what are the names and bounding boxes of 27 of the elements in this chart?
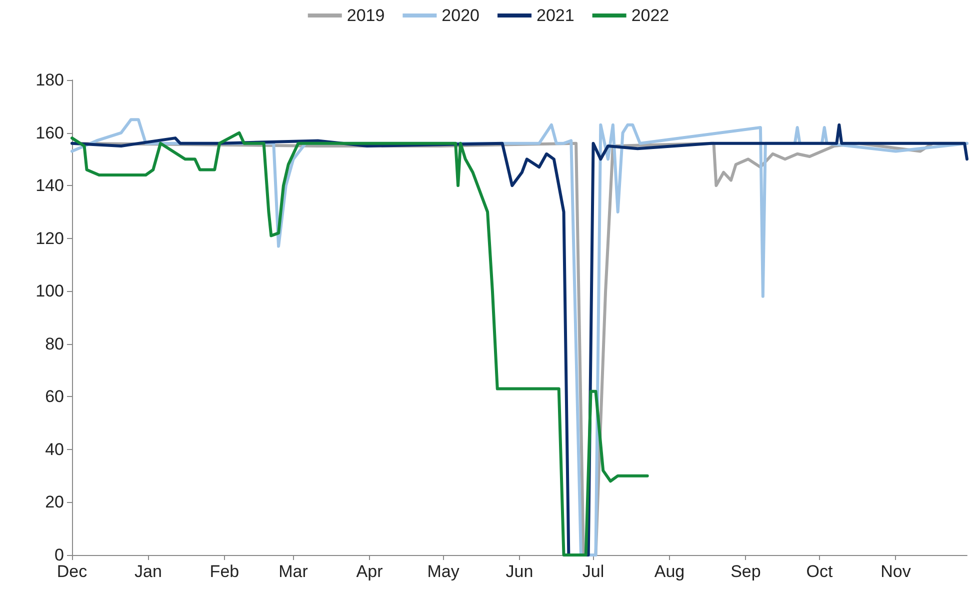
x-tick-label: May — [427, 562, 460, 581]
y-tick-label: 60 — [45, 387, 64, 406]
x-tick-label: Jun — [506, 562, 534, 581]
y-tick-label: 120 — [36, 228, 64, 248]
y-tick-label: 140 — [36, 176, 64, 196]
legend-label: 2019 — [346, 6, 385, 25]
x-tick-label: Sep — [730, 562, 761, 581]
x-tick-label: Nov — [880, 562, 912, 581]
x-tick-label: Jan — [134, 562, 162, 581]
x-tick-label: Oct — [806, 562, 833, 581]
y-tick-label: 80 — [45, 334, 64, 354]
x-tick-label: Aug — [654, 562, 685, 581]
y-tick-label: 0 — [54, 546, 64, 564]
x-tick-label: Feb — [210, 562, 240, 581]
x-tick-label: Dec — [56, 562, 88, 581]
legend-label: 2021 — [536, 6, 574, 25]
y-tick-label: 100 — [36, 282, 64, 301]
legend-label: 2020 — [442, 6, 480, 25]
y-tick-label: 180 — [36, 70, 64, 90]
x-tick-label: Jul — [582, 562, 604, 581]
x-tick-label: Mar — [278, 562, 308, 581]
y-tick-label: 40 — [45, 440, 64, 459]
x-tick-label: Apr — [356, 562, 384, 581]
line-series — [70, 131, 649, 556]
y-tick-label: 160 — [36, 123, 64, 142]
y-tick-label: 20 — [45, 492, 64, 512]
legend-label: 2022 — [631, 6, 670, 25]
